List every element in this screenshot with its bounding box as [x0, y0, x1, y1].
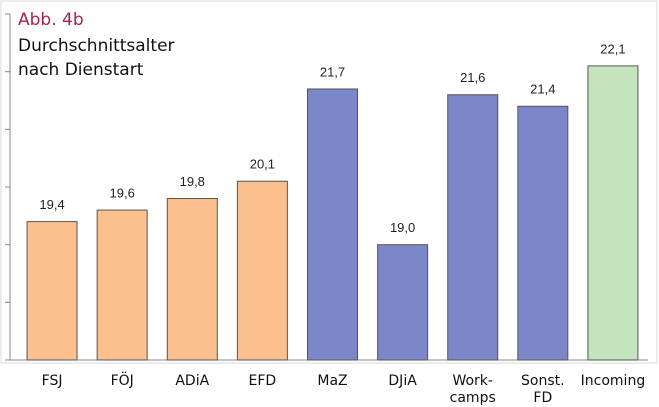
x-tick-label: camps: [450, 390, 496, 406]
bar: [587, 65, 639, 361]
value-label: 19,6: [110, 186, 135, 201]
bar: [236, 180, 288, 361]
chart-subtitle: nach Dienstart: [18, 60, 144, 80]
x-tick-label: EFD: [249, 373, 277, 389]
bar: [447, 94, 499, 361]
x-tick-label: Incoming: [581, 373, 646, 389]
x-tick-label: FÖJ: [111, 371, 134, 389]
bar: [166, 198, 218, 361]
bar: [307, 88, 358, 361]
value-label: 19,0: [390, 220, 415, 235]
x-tick-label: ADiA: [175, 373, 209, 389]
value-label: 21,7: [320, 64, 345, 79]
value-label: 20,1: [250, 157, 275, 172]
x-tick-label: Work-: [452, 373, 493, 389]
bar: [26, 221, 78, 361]
x-tick-label: DJiA: [388, 373, 417, 389]
x-tick-label: Sonst.: [521, 373, 565, 389]
x-tick-label: MaZ: [317, 373, 347, 389]
value-label: 19,4: [39, 197, 64, 212]
value-label: 22,1: [600, 41, 625, 56]
chart-subtitle: Durchschnittsalter: [18, 36, 175, 56]
chart-title: Abb. 4b: [18, 10, 84, 30]
x-tick-label: FSJ: [42, 373, 63, 389]
value-label: 21,6: [460, 70, 485, 85]
bar: [377, 244, 429, 361]
value-label: 19,8: [180, 174, 205, 189]
bar: [517, 105, 569, 361]
value-label: 21,4: [530, 82, 555, 97]
bar: [96, 209, 148, 361]
x-tick-label: FD: [533, 390, 552, 406]
